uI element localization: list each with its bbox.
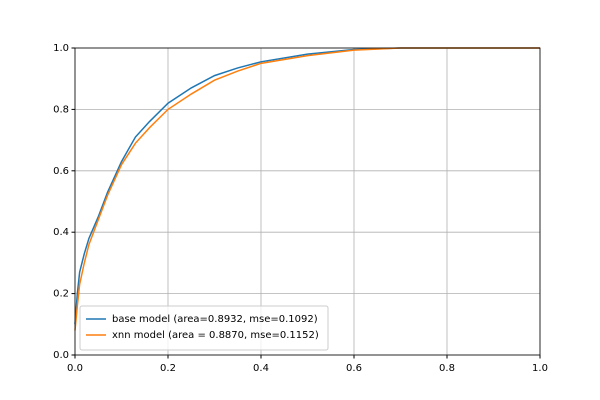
x-tick-label: 1.0 xyxy=(532,363,548,374)
y-tick-label: 0.8 xyxy=(53,104,69,115)
x-tick-label: 0.4 xyxy=(253,363,269,374)
legend: base model (area=0.8932, mse=0.1092) xnn … xyxy=(79,305,329,351)
y-tick-label: 0.0 xyxy=(53,350,69,361)
y-tick-label: 0.4 xyxy=(53,227,69,238)
x-tick-label: 0.0 xyxy=(67,363,83,374)
legend-label: base model (area=0.8932, mse=0.1092) xyxy=(112,314,318,325)
y-tick-label: 1.0 xyxy=(53,43,69,54)
x-tick-label: 0.2 xyxy=(160,363,176,374)
plot-area xyxy=(75,48,540,355)
plot-frame xyxy=(74,47,541,356)
x-tick-label: 0.8 xyxy=(439,363,455,374)
data-line xyxy=(74,47,540,325)
data-line xyxy=(74,47,540,331)
y-tick-label: 0.2 xyxy=(53,289,69,300)
y-tick-label: 0.6 xyxy=(53,166,69,177)
legend-box xyxy=(79,305,329,351)
legend-label: xnn model (area = 0.8870, mse=0.1152) xyxy=(112,330,319,341)
x-tick-label: 0.6 xyxy=(346,363,362,374)
